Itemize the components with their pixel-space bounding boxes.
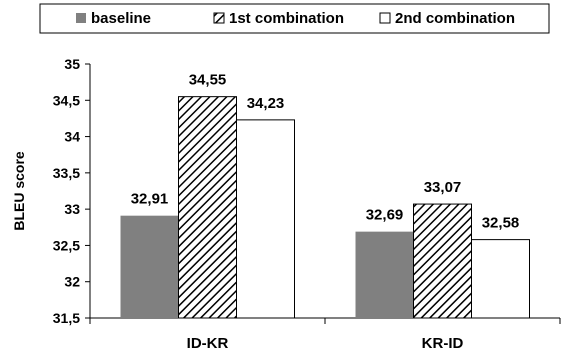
x-tick-label: KR-ID — [422, 335, 464, 352]
legend-box — [39, 3, 550, 34]
y-tick-label: 33,5 — [53, 165, 80, 181]
data-label: 34,55 — [189, 72, 227, 89]
data-label: 32,69 — [366, 207, 404, 224]
y-tick-label: 31,5 — [53, 310, 80, 326]
legend-label: baseline — [91, 10, 151, 27]
y-tick-label: 34 — [64, 129, 80, 145]
bar-baseline-kr-id — [355, 231, 414, 318]
legend-swatch — [213, 12, 225, 24]
legend-label: 1st combination — [229, 10, 344, 27]
bar-baseline-id-kr — [120, 215, 179, 318]
y-tick-label: 32,5 — [53, 237, 80, 253]
legend: baseline 1st combination 2nd combination — [39, 3, 550, 34]
data-label: 32,58 — [482, 215, 520, 232]
y-axis-title: BLEU score — [11, 151, 27, 231]
legend-swatch — [379, 12, 391, 24]
bar-1st-combination-kr-id — [413, 203, 472, 319]
data-label: 33,07 — [424, 179, 462, 196]
y-tick-label: 33 — [64, 201, 80, 217]
bar-2nd-combination-id-kr — [236, 119, 295, 319]
y-tick-label: 34,5 — [53, 92, 80, 108]
x-tick-label: ID-KR — [187, 335, 229, 352]
bar-2nd-combination-kr-id — [471, 239, 530, 319]
bar-1st-combination-id-kr — [178, 96, 237, 319]
legend-label: 2nd combination — [395, 10, 515, 27]
data-label: 34,23 — [247, 95, 285, 112]
y-tick-label: 35 — [64, 56, 80, 72]
data-label: 32,91 — [131, 191, 169, 208]
y-tick-label: 32 — [64, 274, 80, 290]
legend-swatch — [76, 13, 86, 23]
